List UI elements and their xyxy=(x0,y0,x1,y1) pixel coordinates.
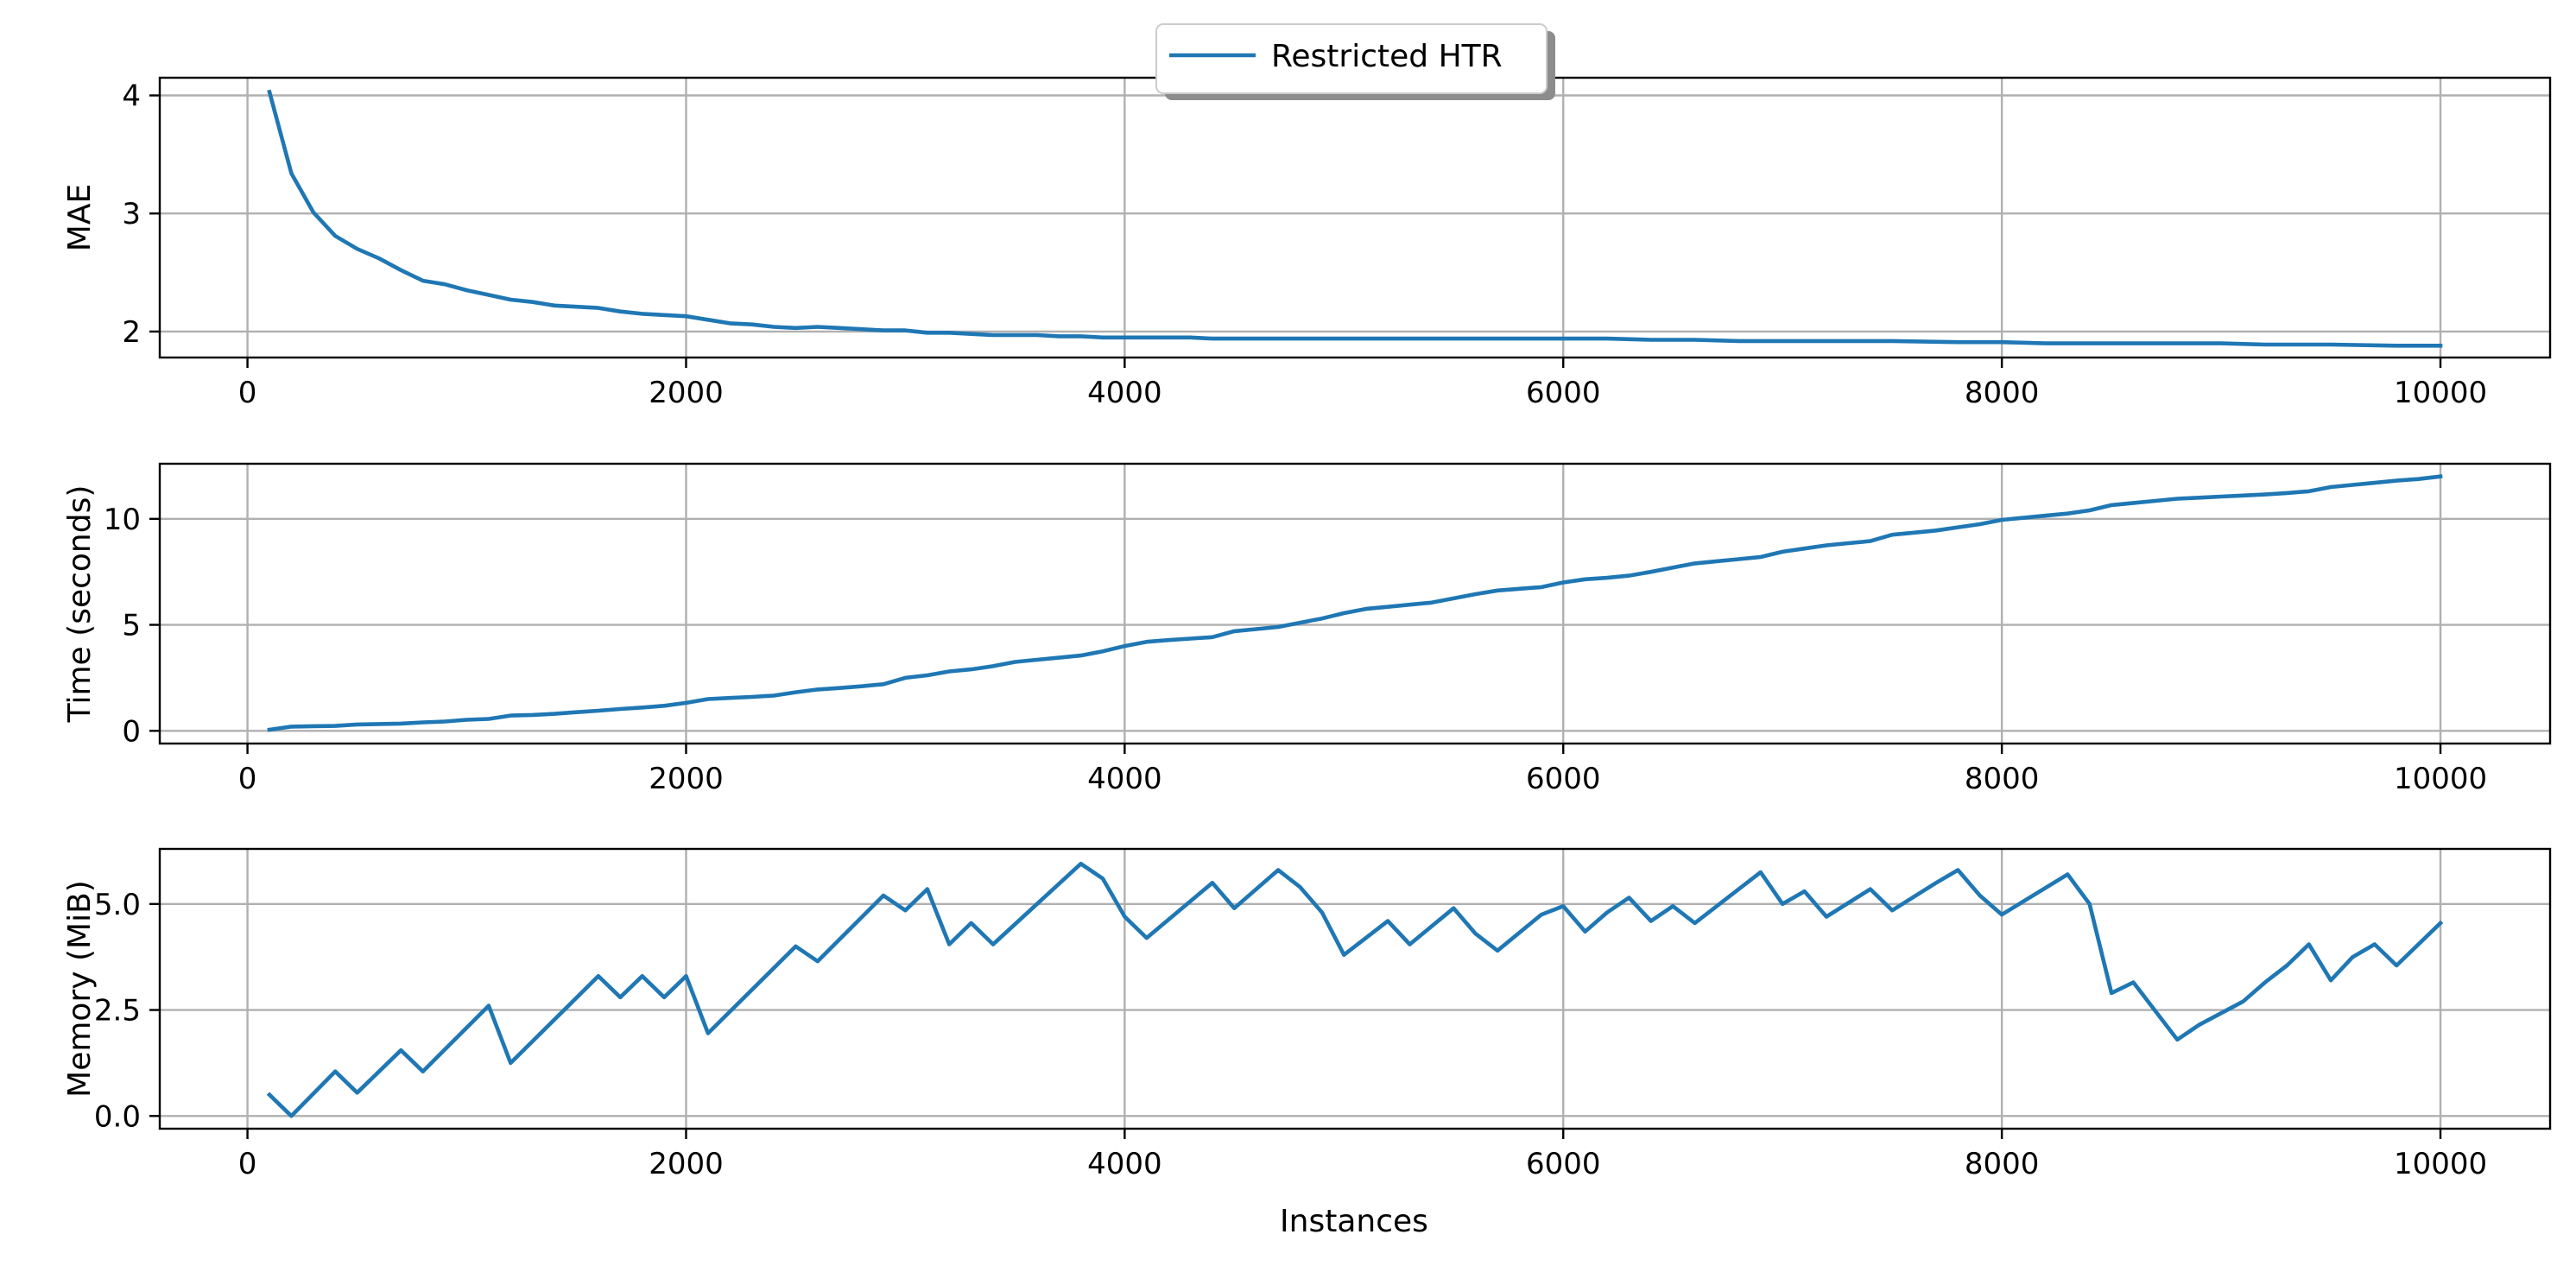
mae-series-line xyxy=(267,89,2443,348)
time-y-axis-title: Time (seconds) xyxy=(62,485,98,724)
mae-y-tick-label: 2 xyxy=(122,315,141,350)
memory-y-tick-label: 5.0 xyxy=(94,888,141,922)
memory-y-tick-label: 0.0 xyxy=(94,1099,141,1134)
time-x-tick-label: 2000 xyxy=(649,762,724,796)
mae-x-tick-label: 0 xyxy=(238,376,257,410)
mae-y-tick-label: 4 xyxy=(122,79,141,114)
legend-box xyxy=(1155,23,1547,94)
mae-y-tick-label: 3 xyxy=(122,197,141,231)
memory-y-axis-title: Memory (MiB) xyxy=(62,880,98,1098)
mae-x-tick-label: 10000 xyxy=(2394,376,2487,410)
memory-x-ticks: 0 2000 4000 6000 8000 10000 xyxy=(238,1129,2487,1181)
memory-x-tick-label: 4000 xyxy=(1087,1147,1162,1181)
mae-y-ticks: 2 3 4 xyxy=(122,79,160,350)
time-x-tick-label: 10000 xyxy=(2394,762,2487,796)
panel-time: 0 2000 4000 6000 8000 10000 0 5 10 Time (second… xyxy=(62,462,2552,796)
time-y-tick-label: 0 xyxy=(122,714,141,749)
time-x-tick-label: 0 xyxy=(238,762,257,796)
time-plot-frame xyxy=(158,462,2552,745)
memory-series-line xyxy=(266,861,2444,1118)
mae-x-tick-label: 4000 xyxy=(1087,376,1162,410)
time-y-ticks: 0 5 10 xyxy=(104,503,160,749)
mae-x-tick-label: 2000 xyxy=(649,376,724,410)
time-series-line xyxy=(267,474,2443,732)
mae-x-tick-label: 8000 xyxy=(1965,376,2040,410)
x-axis-title: Instances xyxy=(1280,1204,1428,1239)
mae-x-tick-label: 6000 xyxy=(1526,376,1601,410)
legend: Restricted HTR xyxy=(1155,23,1555,100)
panel-memory: 0 2000 4000 6000 8000 10000 0.0 2.5 5.0 Memory … xyxy=(62,847,2552,1181)
time-y-tick-label: 5 xyxy=(122,609,141,643)
legend-entry: Restricted HTR xyxy=(1271,39,1503,74)
time-x-tick-label: 6000 xyxy=(1526,762,1601,796)
time-x-tick-label: 4000 xyxy=(1087,762,1162,796)
memory-x-tick-label: 0 xyxy=(238,1147,257,1181)
memory-x-tick-label: 6000 xyxy=(1526,1147,1601,1181)
memory-y-tick-label: 2.5 xyxy=(94,994,141,1029)
time-y-tick-label: 10 xyxy=(104,503,141,537)
memory-plot-frame xyxy=(158,847,2552,1130)
panel-mae: 0 2000 4000 6000 8000 10000 2 3 4 MAE xyxy=(62,76,2552,410)
memory-x-tick-label: 8000 xyxy=(1965,1147,2040,1181)
memory-x-tick-label: 2000 xyxy=(649,1147,724,1181)
memory-x-tick-label: 10000 xyxy=(2394,1147,2487,1181)
mae-y-axis-title: MAE xyxy=(62,184,98,251)
time-x-tick-label: 8000 xyxy=(1965,762,2040,796)
time-x-ticks: 0 2000 4000 6000 8000 10000 xyxy=(238,744,2487,796)
time-grid xyxy=(160,464,2550,744)
mae-x-ticks: 0 2000 4000 6000 8000 10000 xyxy=(238,358,2487,410)
memory-grid xyxy=(160,849,2550,1129)
memory-y-ticks: 0.0 2.5 5.0 xyxy=(94,888,160,1134)
